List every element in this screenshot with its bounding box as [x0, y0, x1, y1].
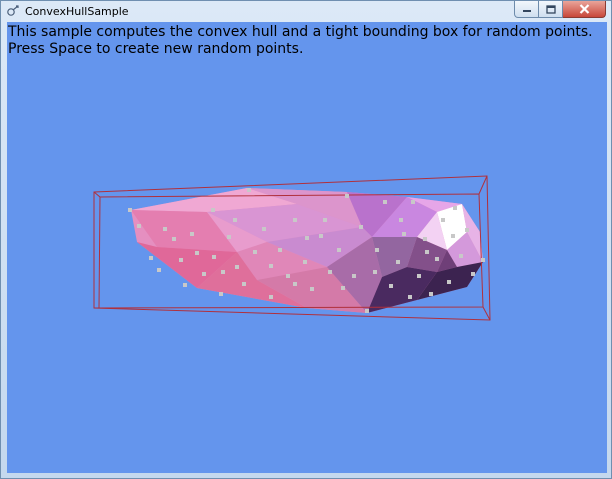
- bounding-box: [93, 175, 491, 321]
- instructions-line-1: This sample computes the convex hull and…: [8, 24, 593, 40]
- scene-3d: [93, 175, 491, 321]
- close-button[interactable]: [563, 1, 606, 18]
- title-bar[interactable]: ConvexHullSample: [1, 1, 611, 22]
- app-icon: [7, 5, 19, 16]
- instructions-text: This sample computes the convex hull and…: [8, 24, 593, 58]
- random-points: [128, 188, 485, 313]
- convex-hull-mesh: [131, 188, 483, 313]
- caption-buttons: [514, 1, 606, 19]
- window-title: ConvexHullSample: [25, 5, 129, 18]
- minimize-icon: [522, 10, 531, 12]
- minimize-button[interactable]: [514, 1, 539, 18]
- maximize-button[interactable]: [539, 1, 563, 18]
- render-viewport[interactable]: This sample computes the convex hull and…: [7, 22, 607, 473]
- maximize-icon: [545, 4, 556, 14]
- close-icon: [579, 4, 589, 14]
- instructions-line-2: Press Space to create new random points.: [8, 41, 304, 57]
